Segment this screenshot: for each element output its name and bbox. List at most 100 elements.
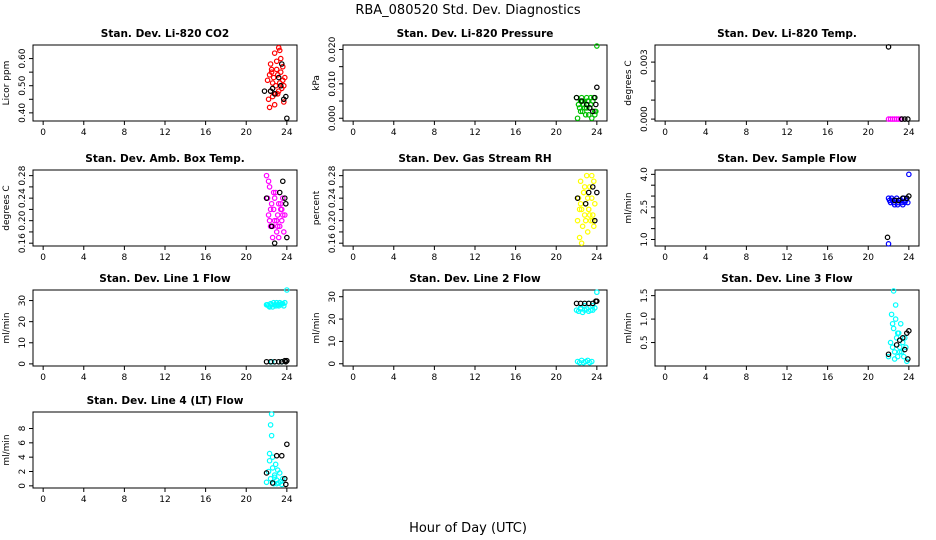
y-tick-label: 0.003 xyxy=(640,49,650,75)
series-green xyxy=(573,43,600,122)
series-red xyxy=(264,44,288,111)
data-point xyxy=(574,195,581,201)
data-point xyxy=(284,357,290,364)
series-magenta xyxy=(263,172,288,241)
data-point xyxy=(592,217,598,224)
data-point xyxy=(578,206,585,213)
data-point xyxy=(893,342,900,348)
series-yellow xyxy=(574,172,598,246)
y-axis-label: percent xyxy=(312,190,322,225)
data-point xyxy=(282,357,288,364)
data-point xyxy=(273,217,280,224)
x-tick-label: 16 xyxy=(822,128,834,138)
y-tick-label: 0.000 xyxy=(640,106,650,132)
x-tick-label: 20 xyxy=(551,253,563,263)
data-point xyxy=(270,189,277,196)
data-point xyxy=(275,74,282,81)
x-tick-label: 4 xyxy=(391,373,397,383)
data-point xyxy=(275,358,282,365)
data-point xyxy=(270,74,277,81)
data-point xyxy=(897,320,904,327)
x-tick-label: 16 xyxy=(822,253,834,263)
data-point xyxy=(282,212,288,218)
x-tick-label: 12 xyxy=(469,128,480,138)
plot-frame xyxy=(654,44,920,122)
series-black xyxy=(573,298,600,307)
data-point xyxy=(271,91,278,97)
x-tick-label: 12 xyxy=(159,373,170,383)
chart-panel-10: Stan. Dev. Line 4 (LT) Flow ml/min 0 4 8 12 16… xyxy=(2,395,298,505)
data-point xyxy=(583,105,590,111)
data-point xyxy=(884,234,891,241)
chart-title: Stan. Dev. Line 2 Flow xyxy=(409,273,541,285)
y-tick-label: 0.16 xyxy=(18,233,28,253)
data-point xyxy=(283,358,289,365)
x-tick-label: 4 xyxy=(703,128,709,138)
x-tick-label: 0 xyxy=(350,373,356,383)
data-point xyxy=(284,287,290,293)
series-black xyxy=(263,178,290,246)
data-point xyxy=(888,311,895,318)
y-tick-label: 1.5 xyxy=(640,288,650,302)
y-tick-label: 0.60 xyxy=(18,48,28,68)
data-point xyxy=(271,240,278,246)
data-point xyxy=(892,316,899,322)
x-tick-label: 12 xyxy=(159,495,170,505)
x-tick-label: 8 xyxy=(122,373,128,383)
data-point xyxy=(284,115,290,122)
series-black xyxy=(573,84,600,115)
series-black xyxy=(263,441,290,488)
data-point xyxy=(276,47,283,54)
data-point xyxy=(276,470,283,476)
x-tick-label: 4 xyxy=(703,253,709,263)
series-cyan xyxy=(573,289,600,366)
data-point xyxy=(588,358,595,365)
data-point xyxy=(586,105,593,111)
chart-panel-6: Stan. Dev. Sample Flow ml/min 0 4 8 12 16 20 24 1… xyxy=(624,153,920,263)
data-point xyxy=(283,481,289,488)
y-tick-label: 4 xyxy=(18,454,28,460)
series-black xyxy=(884,193,912,241)
x-tick-label: 4 xyxy=(703,373,709,383)
data-point xyxy=(263,195,270,201)
y-tick-label: 6 xyxy=(18,440,28,446)
chart-title: Stan. Dev. Line 4 (LT) Flow xyxy=(87,395,244,407)
data-point xyxy=(885,353,892,360)
data-point xyxy=(899,335,906,341)
data-point xyxy=(274,223,281,230)
data-point xyxy=(268,200,275,207)
data-point xyxy=(581,302,588,309)
data-point xyxy=(268,69,275,75)
data-point xyxy=(577,108,584,115)
data-point xyxy=(284,441,290,448)
data-point xyxy=(894,330,901,336)
data-point xyxy=(271,50,278,56)
data-point xyxy=(277,200,284,207)
x-tick-label: 4 xyxy=(391,253,397,263)
y-axis-label: Licor ppm xyxy=(2,61,12,106)
data-point xyxy=(268,411,275,417)
y-tick-label: 1.0 xyxy=(640,232,650,247)
data-point xyxy=(265,96,272,103)
data-point xyxy=(575,101,582,108)
data-point xyxy=(583,172,590,179)
data-point xyxy=(898,116,905,122)
data-point xyxy=(577,178,584,185)
y-tick-label: 0.010 xyxy=(328,71,338,97)
x-tick-label: 16 xyxy=(200,128,212,138)
y-tick-label: 0.000 xyxy=(328,105,338,131)
data-point xyxy=(581,184,588,190)
data-point xyxy=(574,217,581,224)
data-point xyxy=(280,82,287,89)
data-point xyxy=(578,240,585,246)
data-point xyxy=(585,206,592,213)
x-tick-label: 8 xyxy=(744,373,750,383)
series-blue xyxy=(885,171,912,247)
data-point xyxy=(265,178,272,185)
chart-title: Stan. Dev. Li-820 Pressure xyxy=(397,28,554,40)
data-point xyxy=(901,346,908,353)
x-tick-label: 20 xyxy=(551,373,563,383)
x-tick-label: 0 xyxy=(40,128,46,138)
x-tick-label: 20 xyxy=(241,373,253,383)
data-point xyxy=(582,112,589,118)
